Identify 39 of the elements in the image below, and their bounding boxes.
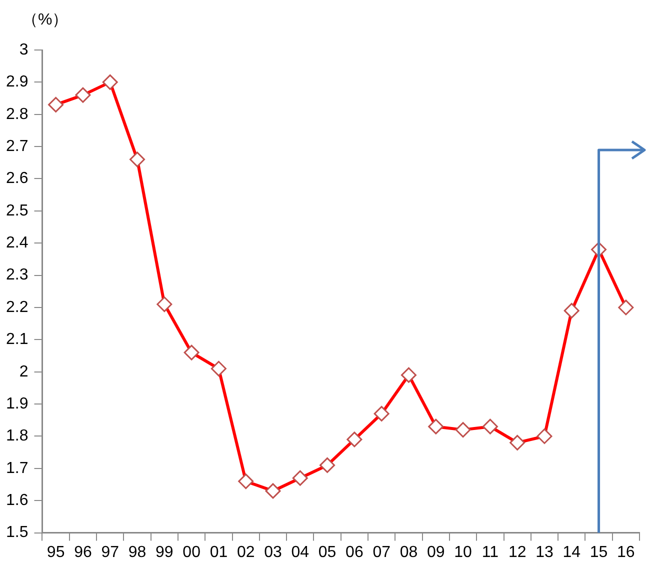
x-tick-label: 11 (482, 544, 499, 561)
y-tick-label: 1.5 (6, 524, 28, 542)
y-tick-label: 1.8 (6, 428, 28, 445)
y-tick-label: 1.7 (6, 460, 28, 477)
y-tick-label: 2.8 (6, 106, 28, 123)
x-tick-label: 09 (426, 544, 445, 561)
y-tick-label: 2.3 (6, 266, 28, 284)
y-tick-label: 2.9 (6, 74, 28, 91)
x-tick-label: 97 (101, 544, 120, 561)
x-tick-label: 07 (372, 544, 391, 561)
x-tick-label: 95 (46, 544, 65, 561)
x-tick-label: 08 (400, 544, 418, 561)
x-tick-label: 16 (617, 544, 635, 561)
y-tick-label: 2.2 (6, 298, 28, 316)
y-tick-label: 2.5 (6, 202, 28, 220)
x-tick-label: 14 (562, 544, 581, 561)
y-tick-label: 2.1 (6, 331, 28, 348)
x-tick-label: 01 (210, 544, 228, 561)
x-tick-label: 02 (236, 544, 255, 561)
x-tick-label: 12 (508, 544, 526, 561)
x-tick-label: 15 (590, 544, 608, 561)
x-tick-label: 13 (536, 544, 554, 561)
x-tick-label: 99 (156, 544, 174, 561)
x-tick-label: 00 (182, 544, 201, 561)
x-tick-label: 04 (291, 544, 310, 561)
y-tick-label: 1.9 (6, 395, 28, 412)
x-tick-label: 96 (74, 544, 92, 561)
x-tick-label: 98 (128, 544, 146, 561)
x-tick-label: 03 (264, 544, 282, 561)
y-tick-label: 3 (19, 41, 28, 58)
x-tick-label: 05 (318, 544, 336, 561)
y-tick-label: 2.6 (6, 170, 28, 188)
y-axis-title: （%） (22, 11, 68, 28)
y-tick-label: 2.7 (6, 138, 28, 155)
y-tick-label: 2 (19, 363, 28, 380)
x-tick-label: 10 (454, 544, 472, 561)
x-tick-label: 06 (346, 544, 364, 561)
y-tick-label: 1.6 (6, 492, 28, 510)
y-tick-label: 2.4 (6, 234, 28, 252)
